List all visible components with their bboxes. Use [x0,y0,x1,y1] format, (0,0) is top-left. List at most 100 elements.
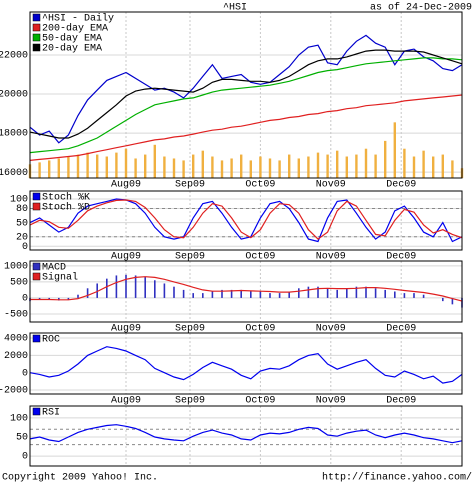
y-tick-label: 2000 [4,351,28,362]
volume-bar [259,156,262,178]
series-bar [86,288,89,298]
volume-bar [211,156,214,178]
series-bar [326,288,329,298]
series-bar [259,291,262,298]
volume-bar [124,148,128,178]
volume-bar [86,152,89,178]
series-line [29,198,463,243]
y-tick-label: 0 [22,452,28,463]
series-bar [144,277,146,298]
volume-bar [355,154,358,178]
x-tick-label: Dec09 [386,324,416,335]
volume-bar [48,160,51,178]
series-bar [403,293,406,298]
y-tick-label: 20 [16,232,28,243]
series-bar [394,291,396,298]
series-bar [173,286,175,298]
series-bar [355,286,358,298]
x-tick-label: Oct09 [245,252,275,263]
legend-label: 200-day EMA [42,23,108,35]
legend-label: Stoch %D [42,202,90,214]
series-line [29,424,463,444]
volume-bar [268,158,272,178]
x-tick-label: Oct09 [245,396,275,407]
volume-bar [297,158,300,178]
legend-label: Stoch %K [42,192,90,204]
legend-label: ROC [42,335,60,346]
chart-subtitle: as of 24-Dec-2009 [370,2,472,14]
legend-label: 50-day EMA [42,33,102,45]
series-bar [288,291,290,298]
volume-bar [76,154,80,178]
y-tick-label: 50 [16,218,28,229]
volume-bar [441,154,444,178]
series-bar [115,275,118,298]
volume-bar [403,148,406,178]
y-tick-label: 18000 [0,129,28,140]
series-bar [240,289,242,298]
volume-bar [316,152,320,178]
y-tick-label: 50 [16,433,28,444]
y-tick-label: -500 [4,310,28,321]
volume-bar [115,152,118,178]
x-tick-label: Nov09 [316,396,346,407]
volume-bar [288,154,291,178]
volume-bar [163,156,166,178]
series-bar [182,289,185,298]
legend-label: MACD [42,263,66,274]
series-bar [336,289,338,298]
y-tick-label: 20000 [0,90,28,101]
y-tick-label: 100 [10,413,28,424]
panel-frame [29,405,463,467]
volume-bar [220,160,224,178]
volume-bar [278,160,281,178]
x-tick-label: Sep09 [175,396,205,407]
legend-swatch [32,262,41,271]
x-tick-label: Oct09 [245,180,275,191]
panel [30,261,462,322]
y-tick-label: 0 [22,368,28,379]
y-tick-label: 0 [22,242,28,253]
volume-bar [422,150,425,178]
panel-frame [29,260,463,323]
panel-frame [29,332,463,395]
panel [30,333,462,394]
x-tick-label: Dec09 [386,396,416,407]
y-tick-label: 80 [16,204,28,215]
legend-swatch [32,407,41,416]
legend-swatch [32,23,41,32]
legend-label: ^HSI - Daily [42,13,114,25]
y-tick-label: 4000 [4,334,28,345]
series-bar [298,288,300,298]
legend-label: Signal [42,272,78,284]
series-line [29,346,463,384]
y-tick-label: 500 [10,278,28,289]
source: http://finance.yahoo.com/ [322,472,472,484]
x-tick-label: Nov09 [316,252,346,263]
legend-swatch [32,33,41,42]
series-bar [346,288,348,298]
volume-bar [134,158,137,178]
series-bar [125,274,127,298]
legend-swatch [32,272,41,281]
series-bar [192,293,194,298]
volume-bar [182,160,185,178]
series-bar [96,283,98,298]
legend-swatch [32,13,41,22]
volume-bar [432,156,435,178]
series-line [30,276,463,302]
series-bar [202,293,204,298]
series-bar [250,291,252,298]
volume-bar [57,158,60,178]
series-bar [106,278,108,298]
chart-title: ^HSI [223,3,247,14]
series-bar [413,293,415,298]
y-tick-label: 0 [22,294,28,305]
x-tick-label: Sep09 [175,324,205,335]
y-tick-label: 16000 [0,168,28,179]
volume-bar [172,158,176,178]
volume-bar [96,154,99,178]
series-bar [154,280,156,298]
x-tick-label: Nov09 [316,180,346,191]
